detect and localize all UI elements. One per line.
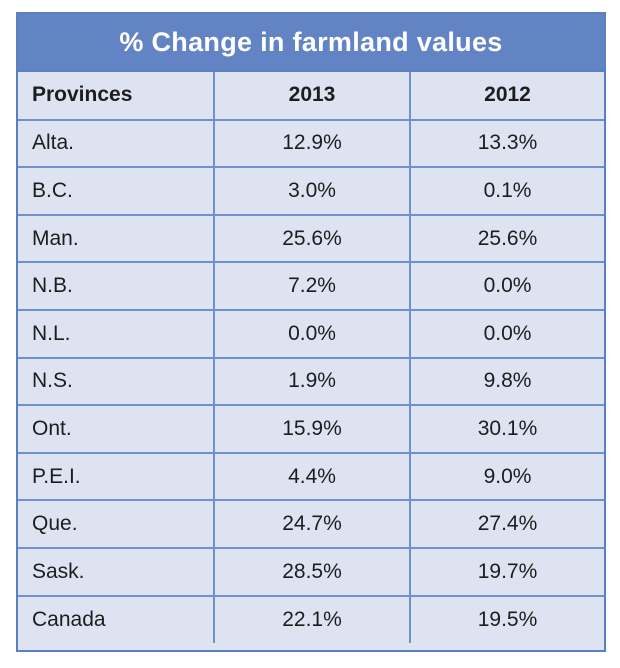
value-2013-cell: 4.4% bbox=[213, 451, 411, 502]
column-header-2013: 2013 bbox=[213, 72, 411, 121]
table-row: P.E.I. 4.4% 9.0% bbox=[18, 451, 604, 502]
value-2013-cell: 3.0% bbox=[213, 166, 411, 216]
province-cell: B.C. bbox=[18, 166, 215, 216]
value-2012-cell: 9.0% bbox=[409, 451, 604, 502]
province-cell: Man. bbox=[18, 213, 215, 264]
table-row: B.C. 3.0% 0.1% bbox=[18, 166, 604, 216]
province-cell: Canada bbox=[18, 594, 215, 644]
table-row: Canada 22.1% 19.5% bbox=[18, 594, 604, 644]
province-cell: N.S. bbox=[18, 356, 215, 407]
province-cell: P.E.I. bbox=[18, 451, 215, 502]
table-row: N.L. 0.0% 0.0% bbox=[18, 308, 604, 359]
province-cell: Sask. bbox=[18, 546, 215, 597]
value-2012-cell: 0.0% bbox=[409, 261, 604, 311]
table-row: N.S. 1.9% 9.8% bbox=[18, 356, 604, 407]
table-row: Ont. 15.9% 30.1% bbox=[18, 404, 604, 454]
table-row: Que. 24.7% 27.4% bbox=[18, 499, 604, 549]
province-cell: Alta. bbox=[18, 118, 215, 169]
table-row: Alta. 12.9% 13.3% bbox=[18, 118, 604, 169]
value-2012-cell: 25.6% bbox=[409, 213, 604, 264]
province-cell: N.L. bbox=[18, 308, 215, 359]
table-row: Man. 25.6% 25.6% bbox=[18, 213, 604, 264]
value-2013-cell: 24.7% bbox=[213, 499, 411, 549]
value-2013-cell: 15.9% bbox=[213, 404, 411, 454]
value-2013-cell: 0.0% bbox=[213, 308, 411, 359]
value-2012-cell: 0.0% bbox=[409, 308, 604, 359]
value-2013-cell: 22.1% bbox=[213, 594, 411, 644]
province-cell: Que. bbox=[18, 499, 215, 549]
value-2012-cell: 19.7% bbox=[409, 546, 604, 597]
province-cell: Ont. bbox=[18, 404, 215, 454]
header-row: Provinces 2013 2012 bbox=[18, 72, 604, 121]
value-2013-cell: 12.9% bbox=[213, 118, 411, 169]
value-2012-cell: 27.4% bbox=[409, 499, 604, 549]
table-title: % Change in farmland values bbox=[18, 14, 604, 72]
value-2013-cell: 1.9% bbox=[213, 356, 411, 407]
farmland-values-table: Provinces 2013 2012 Alta. 12.9% 13.3% B.C. 3… bbox=[18, 72, 604, 644]
value-2012-cell: 9.8% bbox=[409, 356, 604, 407]
value-2012-cell: 19.5% bbox=[409, 594, 604, 644]
value-2013-cell: 28.5% bbox=[213, 546, 411, 597]
column-header-2012: 2012 bbox=[409, 72, 604, 121]
value-2012-cell: 30.1% bbox=[409, 404, 604, 454]
value-2013-cell: 25.6% bbox=[213, 213, 411, 264]
table-row: N.B. 7.2% 0.0% bbox=[18, 261, 604, 311]
value-2013-cell: 7.2% bbox=[213, 261, 411, 311]
value-2012-cell: 0.1% bbox=[409, 166, 604, 216]
table-row: Sask. 28.5% 19.7% bbox=[18, 546, 604, 597]
column-header-provinces: Provinces bbox=[18, 72, 215, 121]
province-cell: N.B. bbox=[18, 261, 215, 311]
farmland-table-panel: % Change in farmland values Provinces 20… bbox=[16, 12, 606, 652]
value-2012-cell: 13.3% bbox=[409, 118, 604, 169]
